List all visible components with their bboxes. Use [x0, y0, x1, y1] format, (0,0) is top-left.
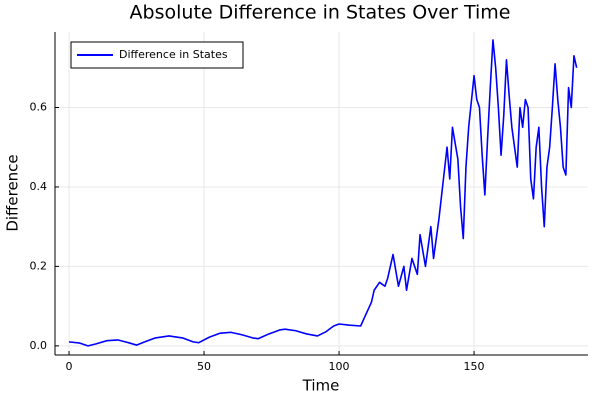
data-line	[68, 39, 578, 347]
y-tick-label: 0.6	[30, 100, 48, 113]
x-tick-label: 50	[197, 360, 211, 373]
chart-title: Absolute Difference in States Over Time	[130, 2, 511, 24]
x-tick-label: 150	[464, 360, 485, 373]
y-tick-label: 0.0	[30, 339, 48, 352]
x-axis-label: Time	[302, 377, 340, 395]
x-tick-label: 100	[329, 360, 350, 373]
legend-label: Difference in States	[119, 48, 228, 61]
legend-box	[70, 41, 244, 69]
y-axis-label: Difference	[4, 154, 22, 231]
x-tick-label: 0	[66, 360, 73, 373]
y-tick-label: 0.2	[30, 259, 48, 272]
y-tick-label: 0.4	[30, 180, 48, 193]
